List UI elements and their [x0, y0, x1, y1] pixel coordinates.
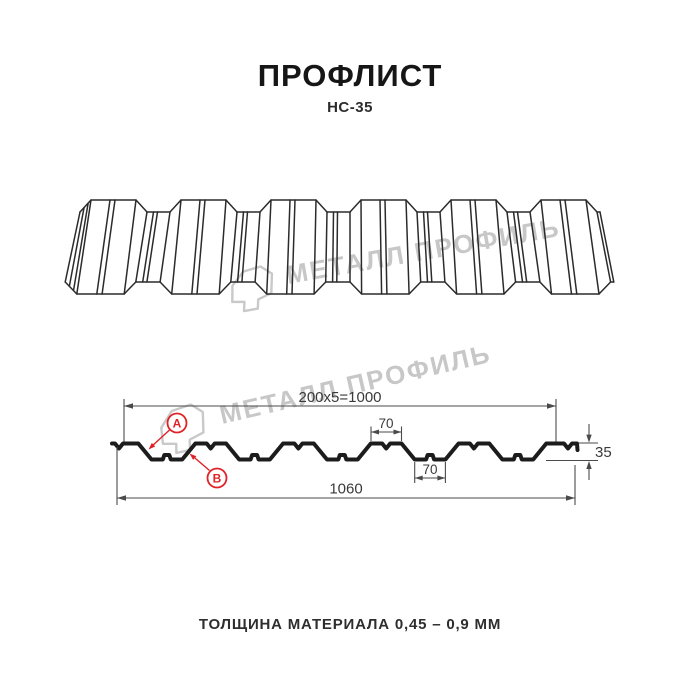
sheet-edge-line — [230, 211, 238, 283]
sheet-edge-line — [360, 199, 363, 295]
arrow-icon — [393, 429, 402, 435]
sheet-edge-line — [159, 211, 171, 283]
sheet-edge-line — [324, 211, 328, 283]
sheet-edge-line — [450, 199, 458, 295]
sheet-edge-line — [241, 211, 249, 283]
page-title: ПРОФЛИСТ — [257, 58, 443, 93]
sheet-edge-line — [170, 199, 182, 295]
profile-outline-path — [64, 281, 615, 295]
sheet-edge-line — [469, 199, 478, 295]
watermark-text: МЕТАЛЛ ПРОФИЛЬ — [217, 338, 494, 430]
sheet-edge-line — [313, 199, 317, 295]
marker-a-circle — [166, 412, 188, 434]
sheet-edge-line — [76, 199, 92, 295]
sheet-edge-line — [474, 199, 483, 295]
metall-profil-logo-icon — [231, 265, 274, 313]
sheet-edge-line — [516, 211, 528, 283]
sheet-edge-line — [196, 199, 206, 295]
marker-b-leader — [191, 454, 210, 472]
sheet-edge-line — [422, 211, 429, 283]
sheet-edge-line — [529, 211, 541, 283]
profile-outline-path — [79, 199, 601, 213]
sheet-edge-line — [101, 199, 116, 295]
sheet-edge-line — [141, 211, 155, 283]
sheet-edge-line — [439, 211, 446, 283]
marker-a-leader — [150, 429, 170, 448]
sheet-edge-line — [379, 199, 383, 295]
sheet-edge-line — [72, 203, 89, 291]
marker-b-label: B — [213, 472, 222, 486]
sheet-edge-line — [236, 211, 245, 283]
sheet-edge-line — [331, 211, 335, 283]
thickness-note: ТОЛЩИНА МАТЕРИАЛА 0,45 – 0,9 ММ — [198, 616, 502, 633]
sheet-edge-line — [68, 207, 85, 287]
sheet-edge-line — [599, 211, 615, 283]
profile-code: НС-35 — [327, 99, 373, 116]
sheet-edge-line — [336, 211, 339, 283]
dim-valley-label: 70 — [422, 462, 437, 477]
dim-height-label: 35 — [595, 444, 612, 461]
sheet-edge-line — [146, 211, 159, 283]
sheet-edge-line — [405, 199, 410, 295]
callout-markers: A B — [148, 412, 228, 489]
sheet-edge-line — [291, 199, 296, 295]
arrow-icon — [586, 434, 592, 443]
sheet-edge-line — [506, 211, 517, 283]
arrow-icon — [437, 475, 446, 481]
dimension-labels: 200x5=1000 70 70 35 1060 — [299, 389, 612, 498]
profile-sheet-3d-view — [64, 199, 615, 295]
sheet-edge-line — [596, 211, 612, 283]
sheet-edge-line — [540, 199, 553, 295]
dimension-lines — [116, 399, 598, 505]
sheet-edge-line — [495, 199, 505, 295]
dim-overall-label: 1060 — [329, 481, 362, 498]
metall-profil-logo-icon — [160, 403, 205, 455]
sheet-edge-line — [218, 199, 227, 295]
arrow-icon — [189, 453, 197, 460]
sheet-edge-line — [416, 211, 422, 283]
arrow-icon — [124, 403, 133, 409]
sheet-edge-line — [64, 211, 81, 283]
dim-flange-label: 70 — [378, 416, 393, 431]
sheet-edge-line — [123, 199, 137, 295]
arrow-icon — [566, 495, 575, 501]
dimension-arrows — [117, 403, 592, 501]
marker-a-label: A — [173, 417, 182, 431]
sheet-edge-line — [265, 199, 272, 295]
sheet-edge-line — [191, 199, 201, 295]
sheet-edge-line — [585, 199, 600, 295]
dim-coverage-label: 200x5=1000 — [299, 389, 382, 406]
arrow-icon — [547, 403, 556, 409]
arrow-icon — [586, 461, 592, 469]
sheet-edge-line — [285, 199, 291, 295]
sheet-edge-line — [512, 211, 524, 283]
profile-outline-path — [110, 441, 580, 462]
profile-cross-section — [110, 441, 580, 462]
sheet-edge-line — [426, 211, 433, 283]
arrow-icon — [117, 495, 126, 501]
sheet-edge-line — [559, 199, 573, 295]
sheet-edge-line — [254, 211, 261, 283]
arrow-icon — [371, 429, 379, 435]
marker-b-circle — [206, 467, 228, 489]
watermark-upper: МЕТАЛЛ ПРОФИЛЬ — [231, 212, 563, 313]
sheet-edge-line — [564, 199, 578, 295]
arrow-icon — [414, 475, 423, 481]
sheet-edge-line — [135, 211, 148, 283]
sheet-edge-line — [96, 199, 111, 295]
arrow-icon — [148, 442, 156, 450]
sheet-edge-line — [384, 199, 388, 295]
